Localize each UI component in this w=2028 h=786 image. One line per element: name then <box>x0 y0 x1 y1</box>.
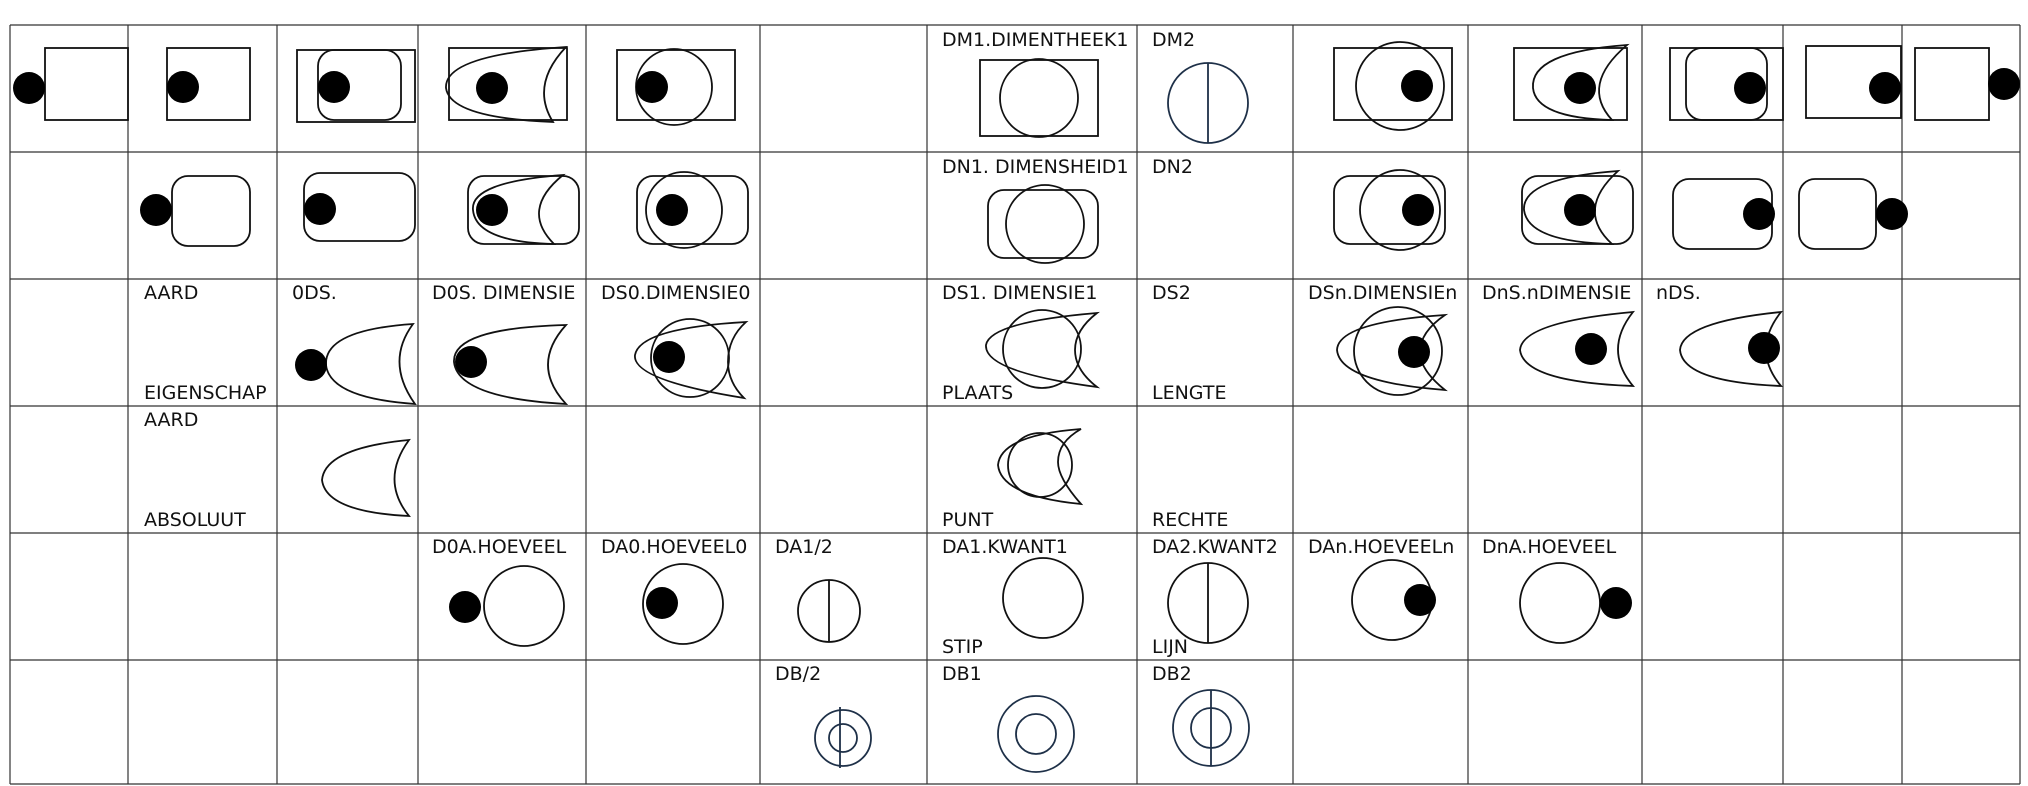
label-aard-2: AARD <box>144 409 198 431</box>
symbol-r1-c3 <box>296 49 416 123</box>
label-ds1: DS1. DIMENSIE1 <box>942 282 1097 304</box>
symbol-r5-c10 <box>1519 562 1632 644</box>
symbol-r5-c6 <box>797 579 861 643</box>
label-aard: AARD <box>144 282 198 304</box>
label-dm2: DM2 <box>1152 29 1195 51</box>
label-plaats: PLAATS <box>942 382 1013 404</box>
symbol-r3-c5 <box>634 318 749 400</box>
symbol-r5-c7 <box>1002 557 1084 639</box>
symbol-r5-c4 <box>449 565 565 647</box>
label-da0: DA0.HOEVEEL0 <box>601 536 747 558</box>
label-ds0: DS0.DIMENSIE0 <box>601 282 750 304</box>
symbol-r2-c12 <box>1798 178 1908 250</box>
symbol-r2-c7 <box>987 184 1099 264</box>
symbol-r1-c9 <box>1333 41 1453 131</box>
label-lengte: LENGTE <box>1152 382 1226 404</box>
symbol-r2-c11 <box>1672 178 1775 250</box>
symbol-r2-c3 <box>303 172 416 242</box>
symbol-r3-c7 <box>985 309 1101 389</box>
label-db2: DB2 <box>1152 663 1192 685</box>
label-stip: STIP <box>942 636 983 658</box>
label-d0a: D0A.HOEVEEL <box>432 536 567 558</box>
symbol-r3-c10 <box>1519 310 1636 387</box>
label-dn1: DN1. DIMENSHEID1 <box>942 156 1129 178</box>
label-dna: DnA.HOEVEEL <box>1482 536 1617 558</box>
symbol-r6-c8 <box>1172 689 1250 767</box>
symbol-r3-c9 <box>1336 306 1449 396</box>
label-dan: DAn.HOEVEELn <box>1308 536 1454 558</box>
symbol-r2-c5 <box>636 171 749 249</box>
symbol-r5-c8 <box>1167 562 1249 644</box>
symbol-r1-c8 <box>1167 62 1249 144</box>
label-ods: 0DS. <box>292 282 337 304</box>
label-da2: DA2.KWANT2 <box>1152 536 1278 558</box>
label-da1: DA1.KWANT1 <box>942 536 1068 558</box>
label-punt: PUNT <box>942 509 994 531</box>
label-da-half: DA1/2 <box>775 536 833 558</box>
label-absoluut: ABSOLUUT <box>144 509 246 531</box>
label-dsn: DSn.DIMENSIEn <box>1308 282 1457 304</box>
symbol-r1-c1 <box>13 47 129 121</box>
symbol-r1-c2 <box>166 47 251 121</box>
label-d0s: D0S. DIMENSIE <box>432 282 575 304</box>
grid-lines <box>9 24 2021 785</box>
symbol-r2-c9 <box>1333 169 1446 251</box>
symbol-r4-c3 <box>321 438 411 517</box>
label-db-half: DB/2 <box>775 663 821 685</box>
label-dns: DnS.nDIMENSIE <box>1482 282 1631 304</box>
label-eigenschap: EIGENSCHAP <box>144 382 267 404</box>
symbol-r2-c2 <box>140 175 251 247</box>
symbol-r1-c4 <box>445 45 569 123</box>
symbol-r3-c3 <box>295 322 417 406</box>
symbol-r3-c4 <box>453 324 569 406</box>
symbol-r1-c13 <box>1914 47 2020 121</box>
symbol-r3-c11 <box>1679 310 1784 387</box>
label-lijn: LIJN <box>1152 636 1188 658</box>
symbol-r6-c6 <box>814 707 872 768</box>
symbol-r5-c9 <box>1351 559 1436 641</box>
symbol-r1-c7 <box>979 58 1099 138</box>
symbol-r2-c4 <box>467 173 580 245</box>
label-dm1: DM1.DIMENTHEEK1 <box>942 29 1128 51</box>
symbol-r2-c10 <box>1521 169 1634 245</box>
symbol-r4-c7 <box>997 428 1084 506</box>
label-nds: nDS. <box>1656 282 1701 304</box>
symbol-r1-c5 <box>616 48 736 126</box>
symbol-r1-c12 <box>1805 45 1902 119</box>
label-db1: DB1 <box>942 663 982 685</box>
symbol-r5-c5 <box>642 563 724 645</box>
symbol-r6-c7 <box>997 695 1075 773</box>
cell-labels: DM1.DIMENTHEEK1 DM2 DN1. DIMENSHEID1 DN2… <box>144 29 1701 685</box>
label-ds2: DS2 <box>1152 282 1191 304</box>
symbol-r1-c10 <box>1513 43 1630 121</box>
symbol-r1-c11 <box>1669 47 1784 121</box>
label-dn2: DN2 <box>1152 156 1193 178</box>
label-rechte: RECHTE <box>1152 509 1228 531</box>
